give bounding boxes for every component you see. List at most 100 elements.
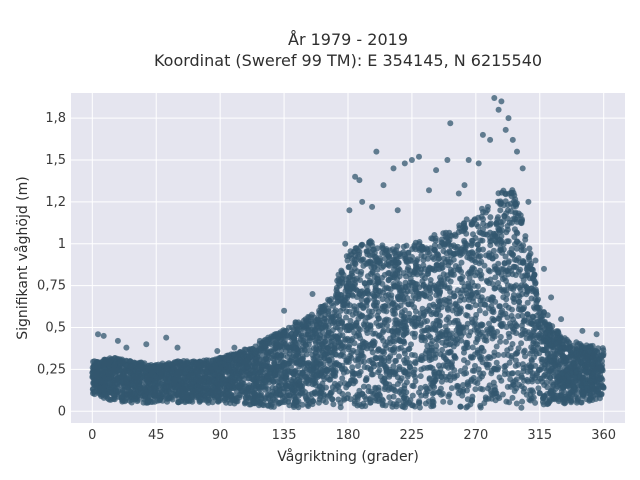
data-point — [258, 347, 265, 354]
data-point — [446, 391, 453, 398]
data-point — [504, 347, 511, 354]
data-point — [359, 344, 366, 351]
data-point — [517, 212, 524, 219]
data-point — [467, 401, 474, 408]
data-point — [329, 327, 336, 334]
data-point — [503, 324, 510, 330]
data-point — [528, 320, 535, 327]
data-point — [306, 337, 313, 344]
data-point — [487, 242, 494, 249]
data-point — [497, 338, 504, 345]
data-point — [357, 313, 364, 320]
data-point — [520, 365, 527, 371]
data-point — [325, 322, 332, 329]
data-point — [527, 350, 533, 357]
data-point — [128, 380, 135, 387]
data-point — [469, 256, 475, 263]
data-point — [515, 345, 522, 352]
data-point — [540, 395, 547, 402]
data-point — [388, 385, 395, 392]
data-point — [293, 319, 299, 326]
data-point — [379, 397, 386, 404]
data-point — [492, 397, 499, 404]
data-point — [532, 399, 539, 406]
data-point — [464, 312, 471, 319]
data-point — [343, 314, 349, 321]
data-point — [477, 331, 483, 338]
data-point — [367, 259, 374, 266]
data-point — [497, 303, 503, 310]
data-point — [409, 392, 416, 399]
data-point — [469, 290, 476, 297]
data-point — [594, 360, 601, 367]
data-point — [510, 316, 517, 323]
data-point — [461, 357, 467, 364]
data-point — [490, 247, 497, 254]
data-point — [447, 399, 454, 406]
data-point — [533, 350, 540, 357]
data-point — [417, 269, 424, 276]
data-point — [323, 333, 330, 340]
data-point — [505, 304, 512, 311]
data-point — [378, 357, 385, 364]
data-point — [440, 241, 447, 248]
data-point — [505, 330, 512, 337]
data-point — [496, 247, 503, 254]
data-point — [518, 243, 525, 250]
data-point — [497, 219, 504, 226]
data-point — [426, 375, 433, 382]
data-point — [416, 241, 423, 247]
data-point — [299, 390, 306, 397]
data-point — [419, 357, 425, 364]
data-point — [397, 377, 404, 384]
chart-title-line2: Koordinat (Sweref 99 TM): E 354145, N 62… — [154, 51, 542, 70]
data-point — [512, 350, 519, 357]
data-point — [417, 373, 424, 380]
data-point — [299, 401, 306, 408]
data-point — [396, 353, 402, 360]
data-point — [412, 287, 419, 294]
data-point — [336, 332, 343, 339]
data-point — [310, 398, 316, 405]
data-point — [289, 386, 296, 393]
data-point — [522, 233, 529, 240]
data-point — [474, 336, 481, 343]
data-point — [448, 361, 454, 368]
data-point — [335, 280, 342, 287]
data-point — [365, 388, 372, 395]
data-point — [507, 200, 514, 207]
data-point — [462, 365, 469, 372]
data-point — [371, 263, 378, 270]
data-point — [478, 258, 485, 265]
data-point — [476, 349, 483, 355]
data-point — [390, 393, 397, 400]
data-point — [221, 361, 228, 368]
data-point — [519, 312, 526, 319]
data-point — [381, 375, 388, 382]
data-point — [376, 259, 383, 266]
data-point — [470, 294, 477, 301]
data-point — [167, 389, 174, 396]
data-point — [215, 398, 221, 404]
data-point — [520, 277, 527, 283]
data-point — [401, 347, 408, 354]
data-point — [457, 368, 464, 374]
data-point — [344, 395, 351, 402]
data-point — [358, 296, 365, 303]
data-point — [532, 362, 539, 369]
data-point — [447, 302, 454, 309]
data-point — [396, 364, 403, 370]
data-point — [472, 386, 479, 393]
data-point — [295, 327, 302, 334]
data-point — [431, 242, 438, 249]
data-point — [364, 251, 371, 258]
data-point — [586, 396, 593, 403]
data-point — [390, 281, 397, 287]
data-point — [424, 249, 431, 256]
data-point — [391, 369, 398, 376]
data-point — [445, 306, 451, 313]
data-point — [529, 275, 536, 282]
data-point — [560, 399, 567, 406]
data-point — [501, 212, 508, 219]
data-point — [355, 363, 361, 369]
